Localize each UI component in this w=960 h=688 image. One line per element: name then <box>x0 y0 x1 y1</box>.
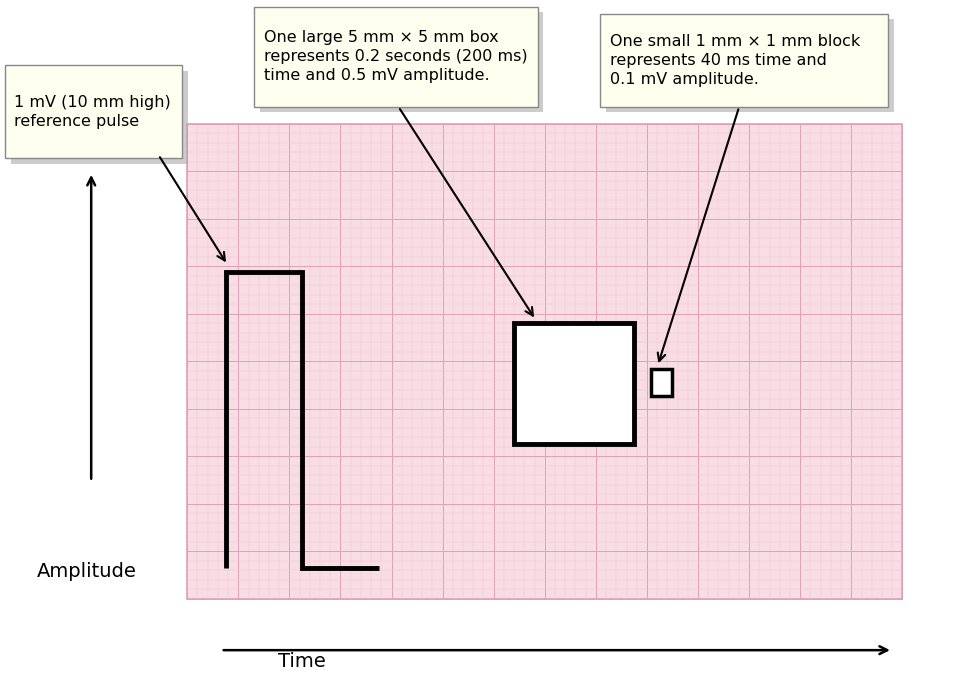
Bar <box>606 19 894 112</box>
Bar <box>514 323 634 444</box>
Text: Amplitude: Amplitude <box>36 562 136 581</box>
Bar <box>651 369 672 396</box>
Bar <box>11 71 188 164</box>
Text: 1 mV (10 mm high)
reference pulse: 1 mV (10 mm high) reference pulse <box>14 95 171 129</box>
Text: One small 1 mm × 1 mm block
represents 40 ms time and
0.1 mV amplitude.: One small 1 mm × 1 mm block represents 4… <box>610 34 860 87</box>
Bar <box>260 12 543 112</box>
Text: Time: Time <box>278 652 326 671</box>
Bar <box>5 65 182 158</box>
Bar <box>187 124 902 599</box>
Text: One large 5 mm × 5 mm box
represents 0.2 seconds (200 ms)
time and 0.5 mV amplit: One large 5 mm × 5 mm box represents 0.2… <box>264 30 528 83</box>
Bar <box>254 7 538 107</box>
Bar <box>600 14 888 107</box>
